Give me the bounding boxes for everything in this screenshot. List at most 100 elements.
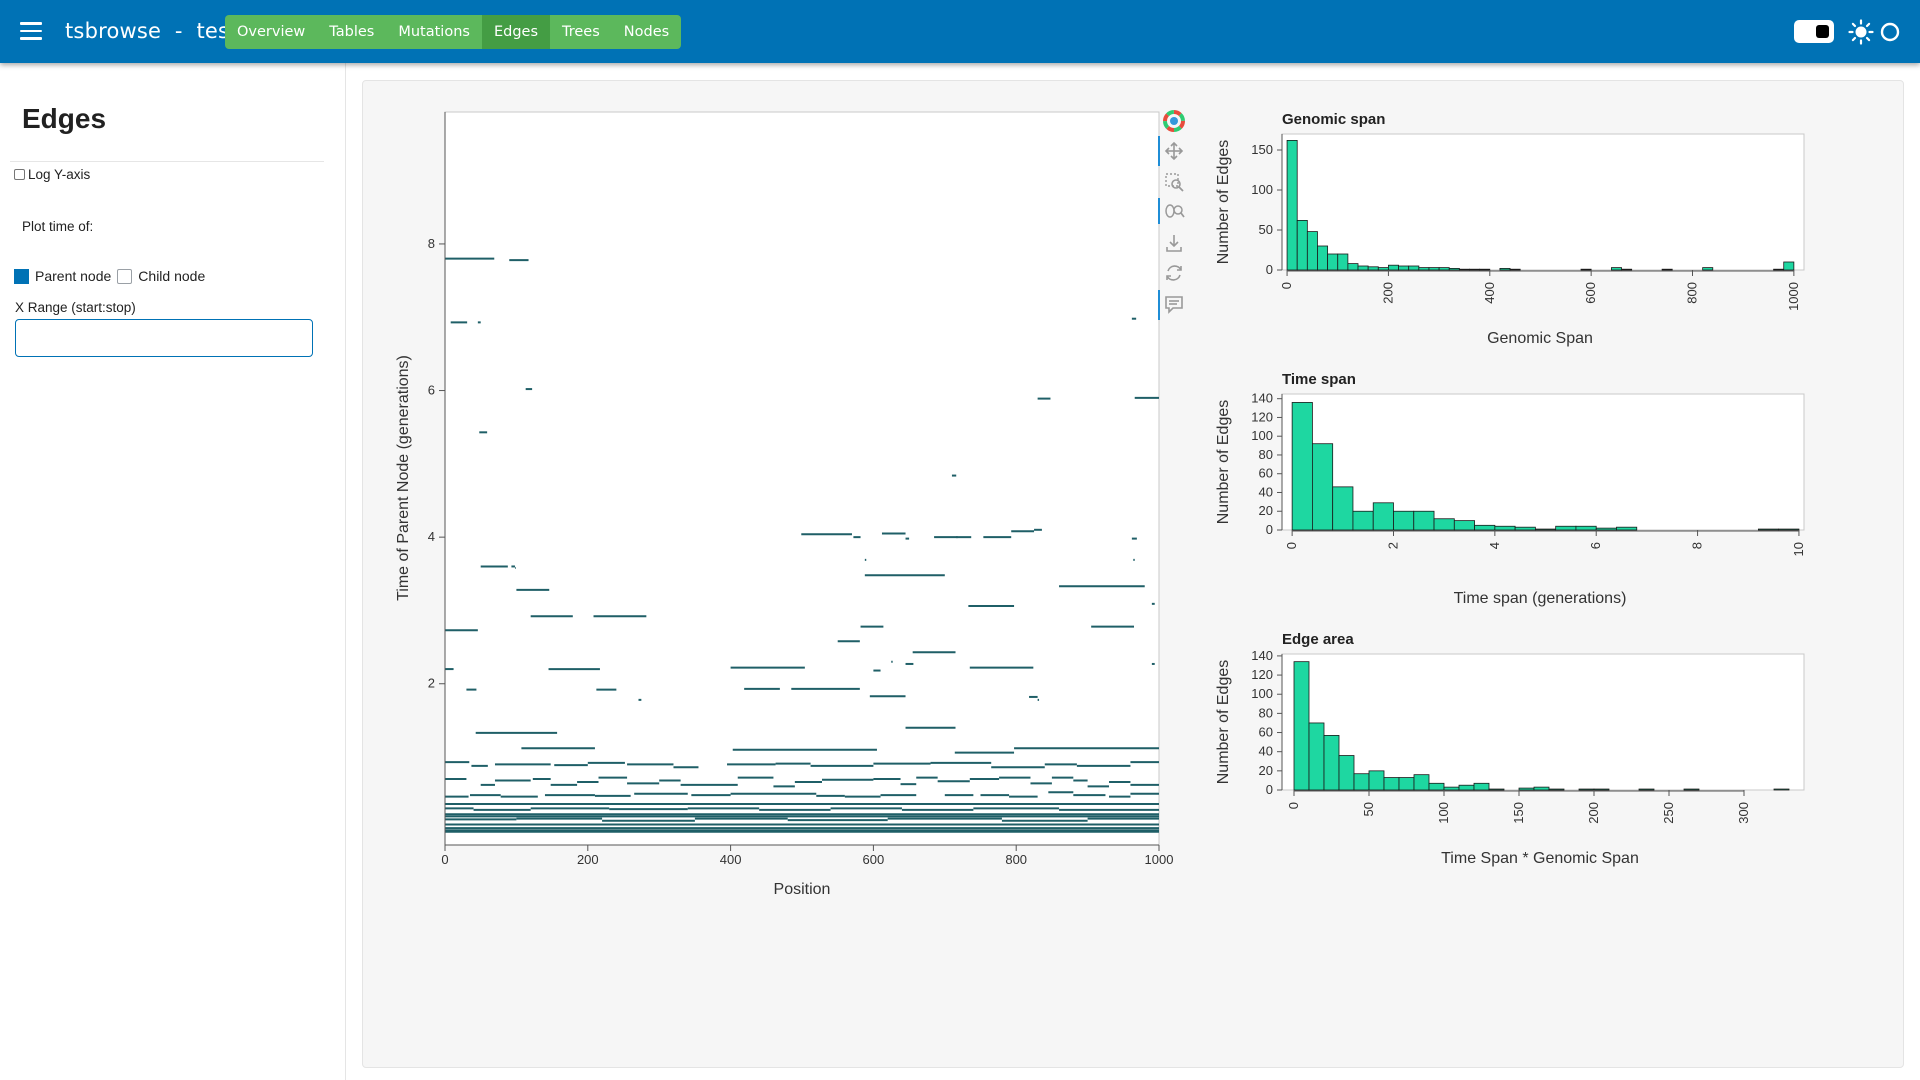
histogram-bars: [1286, 140, 1795, 271]
tab-mutations[interactable]: Mutations: [398, 24, 470, 40]
histogram-bar: [1783, 261, 1795, 271]
histogram-bar: [1393, 510, 1415, 531]
sun-icon[interactable]: [1848, 19, 1874, 45]
log-y-checkbox[interactable]: Log Y-axis: [14, 167, 90, 182]
histogram-bar: [1518, 787, 1535, 791]
x-tick-label: 1000: [1145, 852, 1174, 867]
histogram-bar: [1317, 245, 1329, 271]
plot-frame: [1281, 393, 1805, 531]
box-zoom-icon[interactable]: [1161, 169, 1187, 195]
x-tick-label: 200: [1380, 282, 1395, 304]
circle-icon[interactable]: [1880, 22, 1900, 42]
histogram-bar: [1418, 267, 1430, 271]
tool-active-marker: [1158, 198, 1160, 224]
histogram-bar: [1327, 253, 1339, 271]
x-tick-label: 800: [1685, 282, 1700, 304]
x-tick-label: 6: [1588, 542, 1603, 549]
x-tick-label: 400: [720, 852, 742, 867]
y-tick-label: 20: [1259, 503, 1273, 518]
y-tick-label: 60: [1259, 725, 1273, 740]
x-tick-label: 2: [1385, 542, 1400, 549]
histogram-bar: [1291, 402, 1313, 531]
y-tick-label: 80: [1259, 705, 1273, 720]
histogram-bar: [1332, 486, 1354, 531]
histogram-bar: [1323, 735, 1340, 791]
histogram-bar: [1352, 510, 1374, 531]
wheel-zoom-icon[interactable]: [1161, 199, 1187, 225]
y-tick-label: 20: [1259, 763, 1273, 778]
checkbox-box[interactable]: [14, 169, 25, 180]
histogram-bar: [1514, 526, 1536, 531]
plot-toolbar: [1157, 108, 1193, 328]
histogram-bar: [1616, 526, 1638, 531]
chart-title: Genomic span: [1282, 111, 1385, 128]
histogram-bar: [1683, 788, 1700, 791]
axes: 0 50 100 150 200 250 300 0 20 40 60 80 100 120 140: [1251, 648, 1751, 824]
histogram-bar: [1338, 755, 1355, 791]
x-tick-label: 300: [1736, 802, 1751, 824]
x-tick-label: 0: [1279, 282, 1294, 289]
y-tick-label: 150: [1251, 142, 1273, 157]
tab-tables[interactable]: Tables: [329, 24, 375, 40]
x-tick-label: 0: [1286, 802, 1301, 809]
x-tick-label: 600: [863, 852, 885, 867]
histogram-bar: [1474, 524, 1496, 531]
histogram-bar: [1773, 788, 1790, 791]
histogram-bar: [1383, 777, 1400, 791]
histogram-bar: [1438, 267, 1450, 271]
app-title: tsbrowse - test: [65, 19, 238, 43]
histogram-bar: [1595, 527, 1617, 531]
bokeh-logo-icon[interactable]: [1161, 108, 1187, 134]
histogram-bar: [1458, 268, 1470, 271]
axes: 0 200 400 600 800 1000 0 50 100 150: [1251, 134, 1801, 311]
tab-nodes[interactable]: Nodes: [623, 24, 670, 40]
child-node-toggle[interactable]: [117, 268, 133, 284]
histogram-bar: [1469, 268, 1481, 271]
pan-icon[interactable]: [1161, 138, 1187, 164]
edge-area-histogram[interactable]: Edge area 0 50 100 150 200 250 300 0 20 40 60 80 100…: [1205, 625, 1805, 875]
histogram-bar: [1408, 265, 1420, 271]
y-tick-label: 140: [1251, 648, 1273, 663]
tab-overview[interactable]: Overview: [237, 24, 306, 40]
chart-title: Edge area: [1282, 631, 1354, 648]
histogram-bar: [1593, 788, 1610, 791]
histogram-bar: [1308, 722, 1325, 791]
tab-edges[interactable]: Edges: [481, 15, 550, 49]
menu-icon[interactable]: [20, 22, 42, 40]
parent-node-toggle[interactable]: [14, 268, 29, 284]
histogram-bar: [1312, 443, 1334, 531]
x-tick-label: 200: [1586, 802, 1601, 824]
y-tick-label: 80: [1259, 447, 1273, 462]
histogram-bar: [1479, 268, 1491, 271]
histogram-bar: [1638, 788, 1655, 791]
histogram-bar: [1357, 265, 1369, 271]
reset-icon[interactable]: [1161, 260, 1187, 286]
histogram-bar: [1453, 520, 1475, 531]
histogram-bar: [1578, 788, 1595, 791]
x-tick-label: 100: [1436, 802, 1451, 824]
y-axis-label: Time of Parent Node (generations): [395, 355, 412, 601]
histogram-bar: [1286, 140, 1298, 271]
theme-toggle[interactable]: [1794, 20, 1834, 43]
y-tick-label: 4: [428, 529, 435, 544]
parent-node-label[interactable]: Parent node: [35, 268, 112, 284]
save-icon[interactable]: [1161, 230, 1187, 256]
edge-segments: [445, 257, 1159, 833]
histogram-bar: [1428, 267, 1440, 271]
edges-plot[interactable]: 0 200 400 600 800 1000 2 4 6 8 Position Time of P…: [380, 100, 1180, 910]
node-toggle-group: Parent node Child node: [14, 268, 205, 284]
plot-time-label: Plot time of:: [22, 219, 94, 234]
y-tick-label: 120: [1251, 667, 1273, 682]
x-tick-label: 200: [577, 852, 599, 867]
chart-title: Time span: [1282, 371, 1356, 388]
histogram-bar: [1296, 220, 1308, 271]
histogram-bars: [1291, 402, 1800, 531]
histogram-bar: [1388, 264, 1399, 271]
tab-trees[interactable]: Trees: [562, 24, 600, 40]
child-node-label[interactable]: Child node: [138, 268, 206, 284]
xrange-input[interactable]: [15, 319, 313, 357]
hover-icon[interactable]: [1161, 291, 1187, 317]
genomic-span-histogram[interactable]: Genomic span 0 200 400 600 800 1000050100150 …: [1205, 105, 1805, 355]
app-header: tsbrowse - test Overview Tables Mutation…: [0, 0, 1920, 63]
